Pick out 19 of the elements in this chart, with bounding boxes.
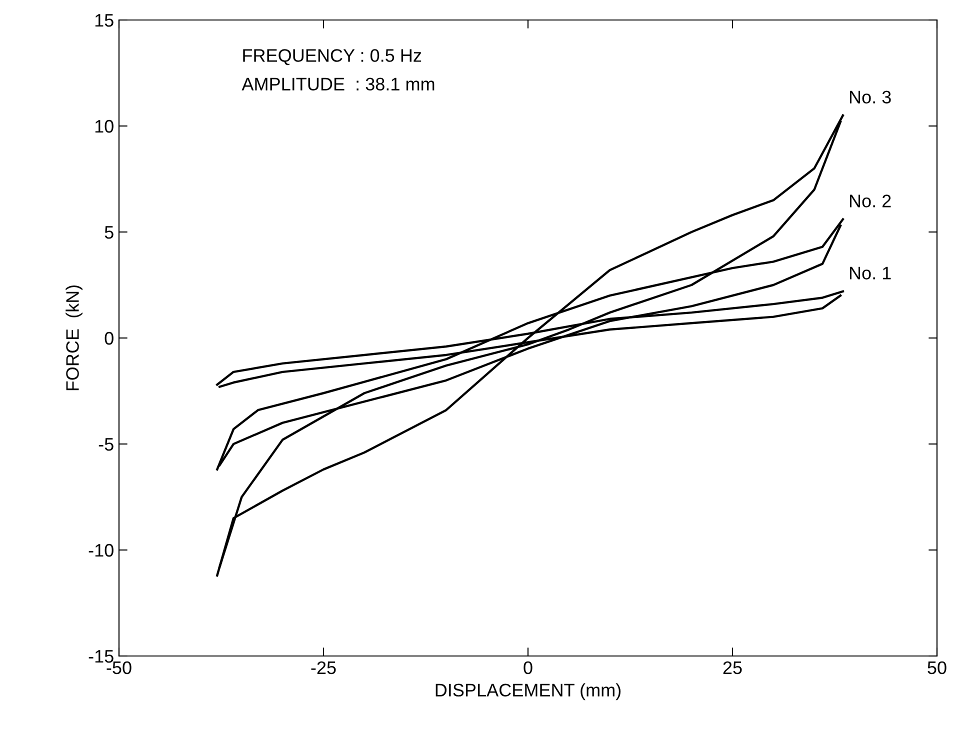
annotation: FREQUENCY : 0.5 Hz (243, 49, 422, 66)
x-tick-label: 25 (723, 661, 742, 674)
x-axis-title: DISPLACEMENT (mm) (436, 683, 621, 700)
y-tick-label: 0 (104, 332, 114, 345)
y-tick-label: -5 (98, 438, 114, 451)
x-tick-label: -50 (106, 661, 132, 674)
series-label: No. 1 (850, 266, 891, 280)
y-tick-label: 5 (104, 226, 114, 239)
y-tick-label: -10 (88, 544, 114, 557)
x-tick-label: -25 (311, 661, 336, 674)
y-tick-label: 15 (95, 14, 114, 27)
series-label: No. 2 (850, 194, 891, 208)
y-axis-title: FORCE (kN) (66, 285, 82, 390)
y-tick-label: 10 (95, 120, 114, 133)
x-tick-label: 50 (928, 661, 946, 674)
series-label: No. 3 (850, 90, 891, 104)
y-tick-label: -15 (88, 650, 114, 663)
annotation: AMPLITUDE : 38.1 mm (242, 78, 434, 90)
x-tick-label: 0 (524, 661, 532, 674)
